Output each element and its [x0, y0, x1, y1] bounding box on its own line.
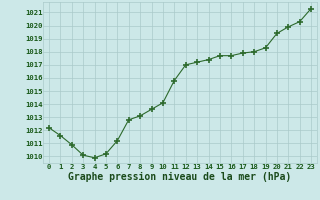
- X-axis label: Graphe pression niveau de la mer (hPa): Graphe pression niveau de la mer (hPa): [68, 172, 292, 182]
